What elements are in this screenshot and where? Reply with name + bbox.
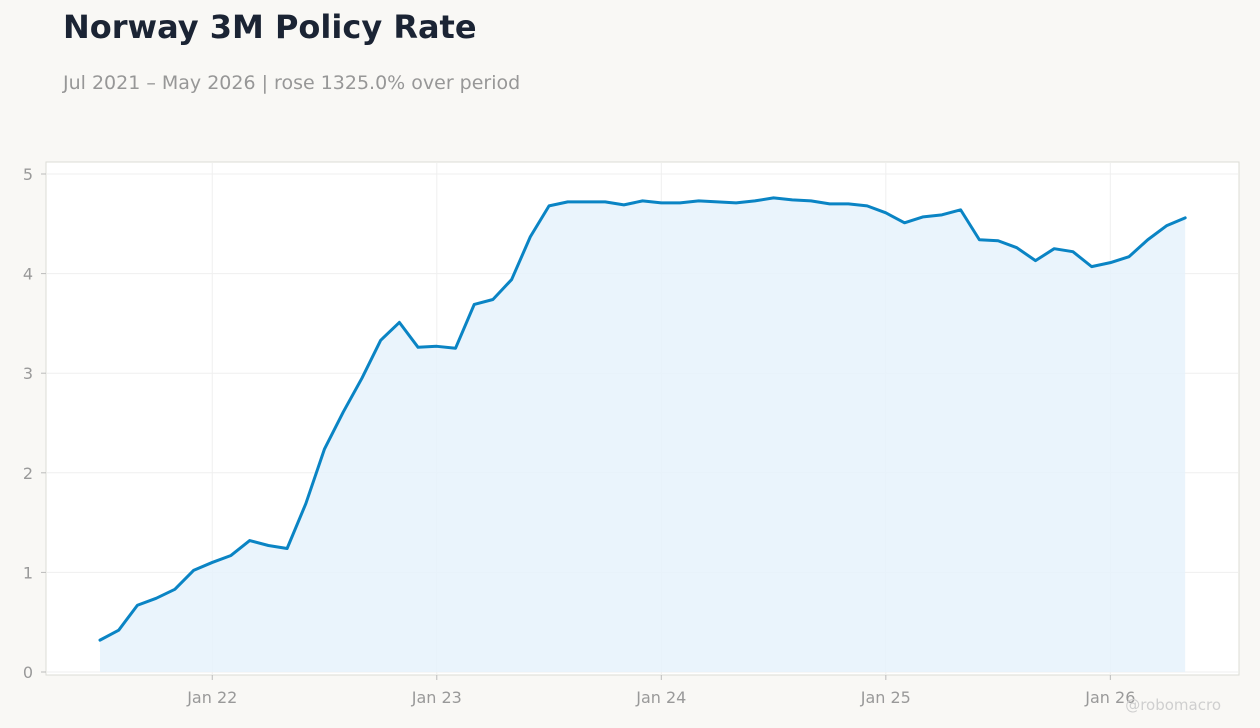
data-point — [1052, 247, 1056, 251]
data-point — [790, 198, 794, 202]
data-point — [753, 199, 757, 203]
data-point — [1090, 265, 1094, 269]
data-point — [828, 202, 832, 206]
watermark: @robomacro — [1125, 696, 1221, 714]
data-point — [996, 239, 1000, 243]
data-point — [678, 201, 682, 205]
x-tick-label: Jan 22 — [186, 688, 237, 707]
y-tick-label: 2 — [23, 464, 33, 483]
data-point — [734, 201, 738, 205]
data-point — [135, 603, 139, 607]
data-point — [715, 200, 719, 204]
data-point — [603, 200, 607, 204]
y-tick-label: 4 — [23, 265, 33, 284]
data-point — [360, 376, 364, 380]
x-tick-label: Jan 23 — [411, 688, 462, 707]
data-point — [416, 345, 420, 349]
data-point — [584, 200, 588, 204]
data-point — [547, 204, 551, 208]
data-point — [1164, 224, 1168, 228]
chart-title: Norway 3M Policy Rate — [63, 8, 477, 46]
data-point — [903, 221, 907, 225]
data-point — [846, 202, 850, 206]
y-tick-label: 1 — [23, 563, 33, 582]
data-point — [341, 410, 345, 414]
data-point — [1034, 259, 1038, 263]
data-point — [397, 320, 401, 324]
data-point — [379, 338, 383, 342]
data-point — [1146, 238, 1150, 242]
data-point — [266, 544, 270, 548]
data-point — [173, 587, 177, 591]
data-point — [884, 211, 888, 215]
data-point — [865, 204, 869, 208]
data-point — [1015, 246, 1019, 250]
data-point — [977, 238, 981, 242]
data-point — [285, 547, 289, 551]
x-tick-labels: Jan 22 Jan 23 Jan 24 Jan 25 Jan 26 — [186, 675, 1135, 707]
data-point — [210, 560, 214, 564]
data-point — [510, 278, 514, 282]
data-point — [622, 203, 626, 207]
data-point — [248, 539, 252, 543]
data-point — [772, 196, 776, 200]
series-layer — [98, 196, 1187, 672]
data-point — [192, 568, 196, 572]
y-tick-labels: 0 1 2 3 4 5 — [23, 165, 46, 682]
data-point — [304, 502, 308, 506]
x-tick-label: Jan 24 — [635, 688, 686, 707]
data-point — [697, 199, 701, 203]
data-point — [1127, 255, 1131, 259]
data-point — [1071, 250, 1075, 254]
y-tick-label: 3 — [23, 364, 33, 383]
x-tick-label: Jan 26 — [1084, 688, 1135, 707]
data-point — [491, 298, 495, 302]
chart-subtitle: Jul 2021 – May 2026 | rose 1325.0% over … — [63, 72, 521, 94]
data-point — [940, 213, 944, 217]
data-point — [117, 628, 121, 632]
data-point — [323, 447, 327, 451]
data-point — [154, 596, 158, 600]
data-point — [1108, 261, 1112, 265]
data-point — [566, 200, 570, 204]
data-point — [229, 553, 233, 557]
series-area-fill — [100, 197, 1186, 672]
data-point — [641, 199, 645, 203]
data-point — [809, 199, 813, 203]
data-point — [472, 302, 476, 306]
x-tick-label: Jan 25 — [860, 688, 911, 707]
data-point — [98, 638, 102, 642]
y-tick-label: 5 — [23, 165, 33, 184]
data-point — [453, 346, 457, 350]
data-point — [435, 344, 439, 348]
data-point — [659, 201, 663, 205]
data-point — [528, 235, 532, 239]
data-point — [959, 208, 963, 212]
series-line — [98, 196, 1187, 642]
y-tick-label: 0 — [23, 663, 33, 682]
data-point — [1183, 216, 1187, 220]
data-point — [921, 215, 925, 219]
